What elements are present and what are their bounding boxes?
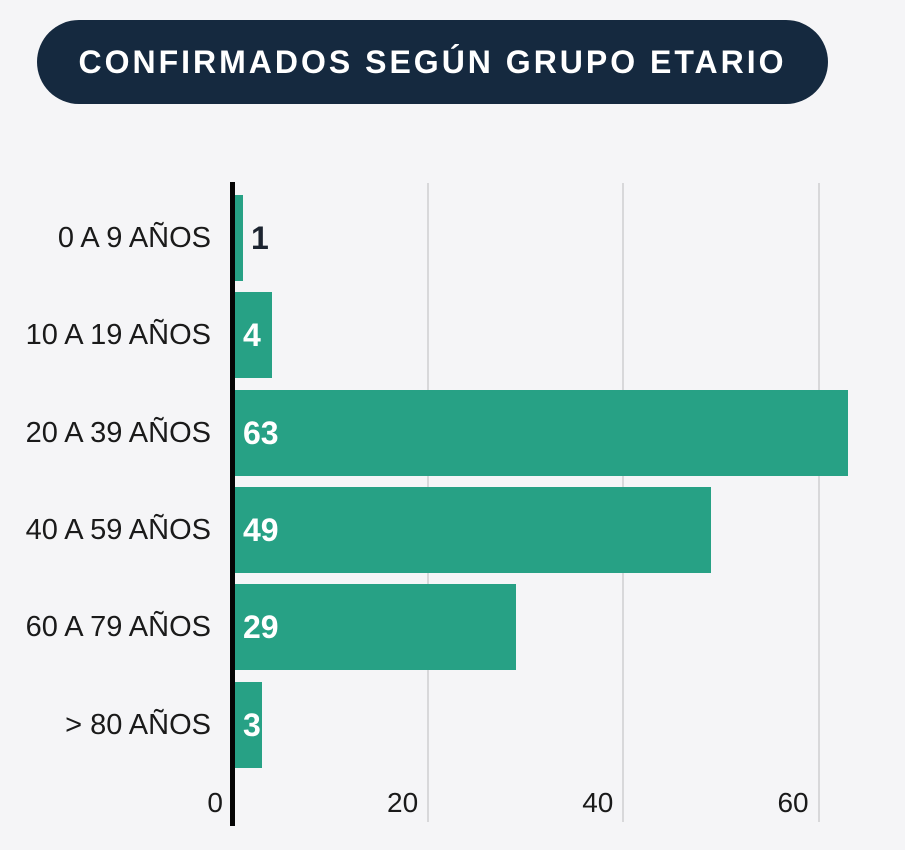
bar-value-label: 63 [243,414,279,451]
x-axis-tick-label: 60 [777,787,809,818]
y-axis-line [230,182,235,826]
category-label: 0 A 9 AÑOS [57,221,211,254]
bar-value-label: 4 [243,316,261,353]
bar-value-label: 3 [243,706,261,743]
bar [233,390,848,476]
bar [233,584,516,670]
gridline [817,183,820,822]
bar [233,195,243,281]
category-label: 20 A 39 AÑOS [25,416,211,449]
category-label: 60 A 79 AÑOS [25,610,211,643]
bar-value-label: 1 [251,219,269,256]
x-axis-tick-label: 20 [387,787,419,818]
category-label: 40 A 59 AÑOS [25,513,211,546]
bar-value-label: 49 [243,511,279,548]
chart-title-pill: CONFIRMADOS SEGÚN GRUPO ETARIO [37,20,828,104]
chart-title: CONFIRMADOS SEGÚN GRUPO ETARIO [78,43,787,80]
x-axis-tick-label: 0 [207,787,223,818]
category-label: > 80 AÑOS [65,708,211,741]
category-label: 10 A 19 AÑOS [25,318,211,351]
bar-value-label: 29 [243,608,279,645]
bar [233,487,711,573]
x-axis-tick-label: 40 [582,787,614,818]
bar [233,292,272,378]
bar [233,682,262,768]
